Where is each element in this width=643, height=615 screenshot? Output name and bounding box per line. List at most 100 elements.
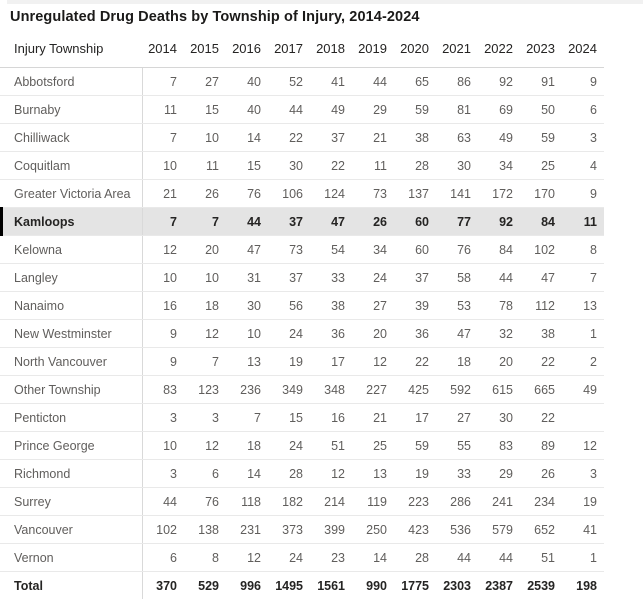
value-cell[interactable]: 137 — [394, 179, 436, 208]
value-cell[interactable]: 11 — [352, 151, 394, 180]
value-cell[interactable]: 10 — [226, 319, 268, 348]
column-header-2023[interactable]: 2023 — [520, 32, 562, 68]
table-row-north-vancouver[interactable]: North Vancouver 9 7 13 19 17 12 22 18 20 22 2 — [0, 347, 604, 376]
column-header-2016[interactable]: 2016 — [226, 32, 268, 68]
value-cell[interactable]: 19 — [268, 347, 310, 376]
value-cell[interactable]: 44 — [436, 543, 478, 572]
value-cell[interactable]: 3 — [562, 123, 604, 152]
value-cell[interactable]: 34 — [478, 151, 520, 180]
value-cell[interactable]: 36 — [310, 319, 352, 348]
value-cell[interactable]: 119 — [352, 487, 394, 516]
value-cell[interactable]: 30 — [478, 403, 520, 432]
township-label[interactable]: Prince George — [0, 431, 143, 460]
value-cell[interactable]: 31 — [226, 263, 268, 292]
column-header-2017[interactable]: 2017 — [268, 32, 310, 68]
table-row-vernon[interactable]: Vernon 6 8 12 24 23 14 28 44 44 51 1 — [0, 543, 604, 572]
township-label[interactable]: Kamloops — [0, 207, 143, 236]
value-cell[interactable]: 14 — [226, 459, 268, 488]
value-cell[interactable]: 592 — [436, 375, 478, 404]
township-label[interactable]: Other Township — [0, 375, 143, 404]
table-row-nanaimo[interactable]: Nanaimo 16 18 30 56 38 27 39 53 78 112 13 — [0, 291, 604, 320]
value-cell[interactable]: 9 — [142, 347, 184, 376]
value-cell[interactable]: 7 — [184, 207, 226, 236]
value-cell[interactable]: 56 — [268, 291, 310, 320]
value-cell[interactable]: 24 — [352, 263, 394, 292]
value-cell[interactable]: 10 — [142, 431, 184, 460]
table-row-coquitlam[interactable]: Coquitlam 10 11 15 30 22 11 28 30 34 25 4 — [0, 151, 604, 180]
value-cell[interactable]: 33 — [310, 263, 352, 292]
value-cell[interactable]: 13 — [226, 347, 268, 376]
value-cell[interactable]: 59 — [394, 95, 436, 124]
value-cell[interactable]: 37 — [394, 263, 436, 292]
table-row-richmond[interactable]: Richmond 3 6 14 28 12 13 19 33 29 26 3 — [0, 459, 604, 488]
value-cell[interactable]: 29 — [478, 459, 520, 488]
value-cell[interactable]: 141 — [436, 179, 478, 208]
value-cell[interactable]: 9 — [142, 319, 184, 348]
township-label[interactable]: Nanaimo — [0, 291, 143, 320]
value-cell[interactable]: 58 — [436, 263, 478, 292]
value-cell[interactable]: 32 — [478, 319, 520, 348]
value-cell[interactable]: 76 — [436, 235, 478, 264]
value-cell[interactable]: 19 — [394, 459, 436, 488]
value-cell[interactable]: 18 — [226, 431, 268, 460]
value-cell[interactable]: 18 — [184, 291, 226, 320]
value-cell[interactable]: 60 — [394, 207, 436, 236]
value-cell[interactable]: 579 — [478, 515, 520, 544]
value-cell[interactable]: 89 — [520, 431, 562, 460]
value-cell[interactable]: 3 — [184, 403, 226, 432]
column-header-2019[interactable]: 2019 — [352, 32, 394, 68]
township-label[interactable]: Richmond — [0, 459, 143, 488]
value-cell[interactable]: 425 — [394, 375, 436, 404]
value-cell[interactable]: 348 — [310, 375, 352, 404]
value-cell[interactable]: 29 — [352, 95, 394, 124]
value-cell[interactable]: 615 — [478, 375, 520, 404]
value-cell[interactable]: 12 — [310, 459, 352, 488]
value-cell[interactable]: 21 — [142, 179, 184, 208]
value-cell[interactable]: 11 — [184, 151, 226, 180]
value-cell[interactable]: 47 — [436, 319, 478, 348]
value-cell[interactable]: 60 — [394, 235, 436, 264]
table-row-vancouver[interactable]: Vancouver 102 138 231 373 399 250 423 536 579 652 4… — [0, 515, 604, 544]
value-cell[interactable]: 20 — [478, 347, 520, 376]
value-cell[interactable]: 124 — [310, 179, 352, 208]
value-cell[interactable]: 3 — [142, 459, 184, 488]
value-cell[interactable]: 15 — [226, 151, 268, 180]
value-cell[interactable]: 12 — [226, 543, 268, 572]
value-cell[interactable]: 30 — [268, 151, 310, 180]
value-cell[interactable]: 236 — [226, 375, 268, 404]
value-cell[interactable]: 20 — [352, 319, 394, 348]
value-cell[interactable]: 19 — [562, 487, 604, 516]
value-cell[interactable]: 22 — [310, 151, 352, 180]
value-cell[interactable]: 16 — [310, 403, 352, 432]
value-cell[interactable]: 170 — [520, 179, 562, 208]
value-cell[interactable]: 24 — [268, 431, 310, 460]
column-header-2020[interactable]: 2020 — [394, 32, 436, 68]
value-cell[interactable]: 38 — [394, 123, 436, 152]
value-cell[interactable]: 8 — [562, 235, 604, 264]
value-cell[interactable]: 28 — [268, 459, 310, 488]
value-cell[interactable]: 536 — [436, 515, 478, 544]
value-cell[interactable]: 106 — [268, 179, 310, 208]
value-cell[interactable]: 39 — [394, 291, 436, 320]
value-cell[interactable]: 373 — [268, 515, 310, 544]
value-cell[interactable]: 38 — [310, 291, 352, 320]
value-cell[interactable]: 10 — [184, 263, 226, 292]
value-cell[interactable]: 92 — [478, 67, 520, 96]
value-cell[interactable]: 69 — [478, 95, 520, 124]
value-cell[interactable]: 20 — [184, 235, 226, 264]
value-cell[interactable]: 25 — [352, 431, 394, 460]
value-cell[interactable]: 15 — [268, 403, 310, 432]
value-cell[interactable]: 52 — [268, 67, 310, 96]
value-cell[interactable]: 8 — [184, 543, 226, 572]
value-cell[interactable]: 13 — [562, 291, 604, 320]
column-header-2015[interactable]: 2015 — [184, 32, 226, 68]
value-cell[interactable]: 231 — [226, 515, 268, 544]
value-cell[interactable]: 12 — [184, 319, 226, 348]
township-label[interactable]: Greater Victoria Area — [0, 179, 143, 208]
value-cell[interactable]: 40 — [226, 95, 268, 124]
township-label[interactable]: North Vancouver — [0, 347, 143, 376]
value-cell[interactable]: 30 — [226, 291, 268, 320]
township-label[interactable]: Surrey — [0, 487, 143, 516]
table-row-prince-george[interactable]: Prince George 10 12 18 24 51 25 59 55 83 89 12 — [0, 431, 604, 460]
table-row-chilliwack[interactable]: Chilliwack 7 10 14 22 37 21 38 63 49 59 3 — [0, 123, 604, 152]
